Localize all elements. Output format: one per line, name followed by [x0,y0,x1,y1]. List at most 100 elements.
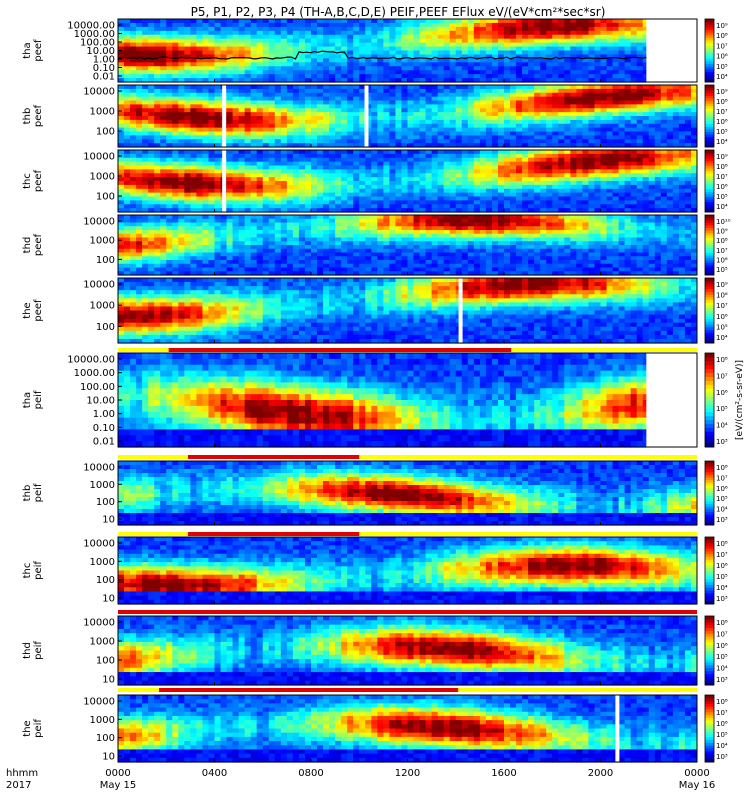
colorbar-tick-label: 10⁵ [716,731,728,739]
colorbar: 10⁸ 10⁷ 10⁶ 10⁵ 10⁴ 10³ [704,536,728,605]
colorbar: 10⁹ 10⁸ 10⁷ 10⁶ 10⁵ 10⁴ [704,149,728,213]
colorbar-tick-label: 10³ [716,438,728,446]
colorbar-tick-label: 10⁶ [716,485,728,493]
y-axis-label: peif [33,390,44,409]
y-tick-label: 0.01 [93,437,115,448]
y-tick-label: 100 [96,255,115,266]
y-tick-label: 1000 [90,301,115,312]
colorbar-tick-label: 10⁷ [716,630,728,638]
y-tick-label: 0.10 [93,63,115,74]
x-axis-label-hhmm: hhmm [6,768,38,779]
colorbar-tick-label: 10⁶ [716,642,728,650]
y-axis-label: peif [33,483,44,502]
y-axis-label: thc [22,173,33,189]
y-tick-label: 100 [96,322,115,333]
y-tick-label: 10000 [83,87,115,98]
trace-line [117,50,647,60]
mode-flag-segment [168,348,512,352]
colorbar-tick-label: 10⁷ [716,551,728,559]
colorbar-tick-label: 10⁸ [716,32,728,40]
colorbar-tick-label: 10⁸ [716,464,728,472]
y-tick-label: 1000 [90,557,115,568]
chart-title: P5, P1, P2, P3, P4 (TH-A,B,C,D,E) PEIF,P… [191,5,606,19]
colorbar-tick-label: 10³ [716,676,728,684]
colorbar-tick-label: 10⁸ [716,98,728,106]
mode-flag-segment [118,610,697,614]
colorbar-tick-label: 10⁸ [716,619,728,627]
colorbar-tick-label: 10⁵ [716,128,728,136]
spectrogram-panel: 10000 1000 100 10 thc peif 10⁸ 10⁷ 10⁶ 10⁵ 10⁴ 10³ [22,536,728,614]
colorbar-tick-label: 10⁴ [716,138,728,146]
colorbar: 10⁹ 10⁸ 10⁷ 10⁶ 10⁵ 10⁴ [704,18,728,83]
y-tick-label: 1000 [90,480,115,491]
spectrogram-panel: 10000 1000 100 10 thd peif 10⁸ 10⁷ 10⁶ 10⁵ 10⁴ 10³ [22,615,728,692]
y-tick-label: 100 [96,575,115,586]
y-tick-label: 10000 [83,152,115,163]
x-tick-label: 1600 [491,768,516,779]
mode-flag-segment [187,455,360,459]
y-axis-label: thd [22,237,33,254]
colorbar: 10⁸ 10⁷ 10⁶ 10⁵ 10⁴ 10³ [704,460,728,526]
y-tick-label: 1000 [90,107,115,118]
y-axis-label: thb [22,485,33,502]
y-axis-label: the [22,302,33,318]
data-gap [222,150,227,212]
colorbar-tick-label: 10⁸ [716,698,728,706]
y-tick-label: 10000 [83,463,115,474]
colorbar-tick-label: 10⁵ [716,193,728,201]
colorbar-tick-label: 10⁶ [716,313,728,321]
y-tick-label: 100 [96,656,115,667]
colorbar-tick-label: 10⁶ [716,183,728,191]
spectrogram-panel: 10000 1000 100 the peef 10⁹ 10⁸ 10⁷ 10⁶ 10⁵ 10⁴ [22,277,728,352]
colorbar-tick-label: 10⁹ [716,281,728,289]
y-axis-label: peef [33,169,44,192]
colorbar-tick-label: 10⁵ [716,495,728,503]
colorbar-tick-label: 10⁸ [716,163,728,171]
y-tick-label: 1000 [90,637,115,648]
spectrogram-panel: 10000 1000 100 thc peef 10⁹ 10⁸ 10⁷ 10⁶ 10⁵ 10⁴ [22,149,728,213]
colorbar-tick-label: 10⁴ [716,742,728,750]
y-tick-label: 10 [102,675,115,686]
y-axis-label: peef [33,233,44,256]
y-tick-label: 0.10 [93,423,115,434]
x-axis-label-year: 2017 [6,780,31,791]
colorbar-tick-label: 10⁶ [716,256,728,264]
colorbar-tick-label: 10⁷ [716,173,728,181]
mode-flag-bar [118,455,697,459]
y-axis-label: the [22,720,33,736]
colorbar: 10⁸ 10⁷ 10⁶ 10⁵ 10⁴ 10³ [704,694,728,763]
colorbar: 10⁸ 10⁷ 10⁶ 10⁵ 10⁴ 10³ [704,352,728,448]
y-tick-label: 100 [96,733,115,744]
colorbar-tick-label: 10⁴ [716,506,728,514]
x-tick-label: 0000 [684,768,709,779]
colorbar-tick-label: 10⁹ [716,22,728,30]
y-tick-label: 10000.00 [67,21,115,32]
y-tick-label: 100.00 [80,382,115,393]
y-tick-label: 100 [96,127,115,138]
y-tick-label: 1000 [90,715,115,726]
y-tick-label: 1.00 [93,409,115,420]
colorbar-tick-label: 10⁷ [716,42,728,50]
y-axis-label: peef [33,299,44,322]
spectrogram-panel: 10000 1000 100 10 the peif 10⁸ 10⁷ 10⁶ 10⁵ 10⁴ 10³ [22,694,728,763]
y-tick-label: 10000 [83,618,115,629]
colorbar-tick-label: 10⁹ [716,153,728,161]
colorbar-tick-label: 10³ [716,516,728,524]
colorbar-tick-label: 10⁷ [716,372,728,380]
y-tick-label: 10000 [83,697,115,708]
colorbar-tick-label: 10⁶ [716,389,728,397]
colorbar-tick-label: 10⁴ [716,584,728,592]
colorbar-tick-label: 10⁷ [716,474,728,482]
y-tick-label: 1000 [90,172,115,183]
colorbar-tick-label: 10⁸ [716,292,728,300]
colorbar-tick-label: 10⁸ [716,237,728,245]
colorbar-tick-label: 10⁷ [716,247,728,255]
spectrogram-panel: 10000 1000 100 10 thb peif 10⁸ 10⁷ 10⁶ 10⁵ 10⁴ 10³ [22,460,728,536]
colorbar-tick-label: 10⁸ [716,356,728,364]
y-tick-label: 10000 [83,280,115,291]
colorbar-tick-label: 10³ [716,595,728,603]
